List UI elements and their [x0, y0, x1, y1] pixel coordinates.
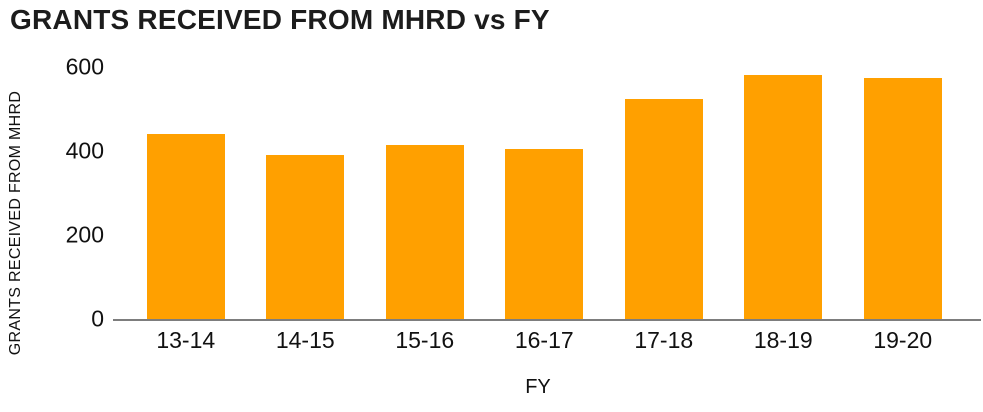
- x-tick-label-15-16: 15-16: [395, 327, 455, 353]
- bar-17-18[interactable]: [624, 98, 703, 319]
- x-tick-label-14-15: 14-15: [275, 327, 335, 353]
- x-axis-title: FY: [525, 376, 551, 398]
- y-tick-label-400: 400: [65, 137, 104, 164]
- x-tick-label-18-19: 18-19: [753, 327, 813, 353]
- bar-18-19[interactable]: [744, 75, 823, 319]
- y-tick-label-0: 0: [91, 305, 104, 332]
- y-tick-label-200: 200: [65, 221, 104, 248]
- x-tick-label-19-20: 19-20: [873, 327, 933, 353]
- bar-19-20[interactable]: [863, 77, 942, 319]
- bar-13-14[interactable]: [146, 134, 225, 319]
- plot-area: [113, 67, 981, 321]
- y-tick-label-600: 600: [65, 53, 104, 80]
- bar-14-15[interactable]: [266, 155, 345, 319]
- y-axis-title-wrap: GRANTS RECEIVED FROM MHRD: [0, 90, 32, 354]
- y-axis-title: GRANTS RECEIVED FROM MHRD: [7, 90, 24, 355]
- bar-15-16[interactable]: [385, 144, 464, 319]
- x-tick-label-13-14: 13-14: [156, 327, 216, 353]
- x-tick-label-17-18: 17-18: [634, 327, 694, 353]
- x-tick-label-16-17: 16-17: [514, 327, 574, 353]
- chart-title: GRANTS RECEIVED FROM MHRD vs FY: [10, 4, 550, 35]
- bar-16-17[interactable]: [505, 148, 584, 319]
